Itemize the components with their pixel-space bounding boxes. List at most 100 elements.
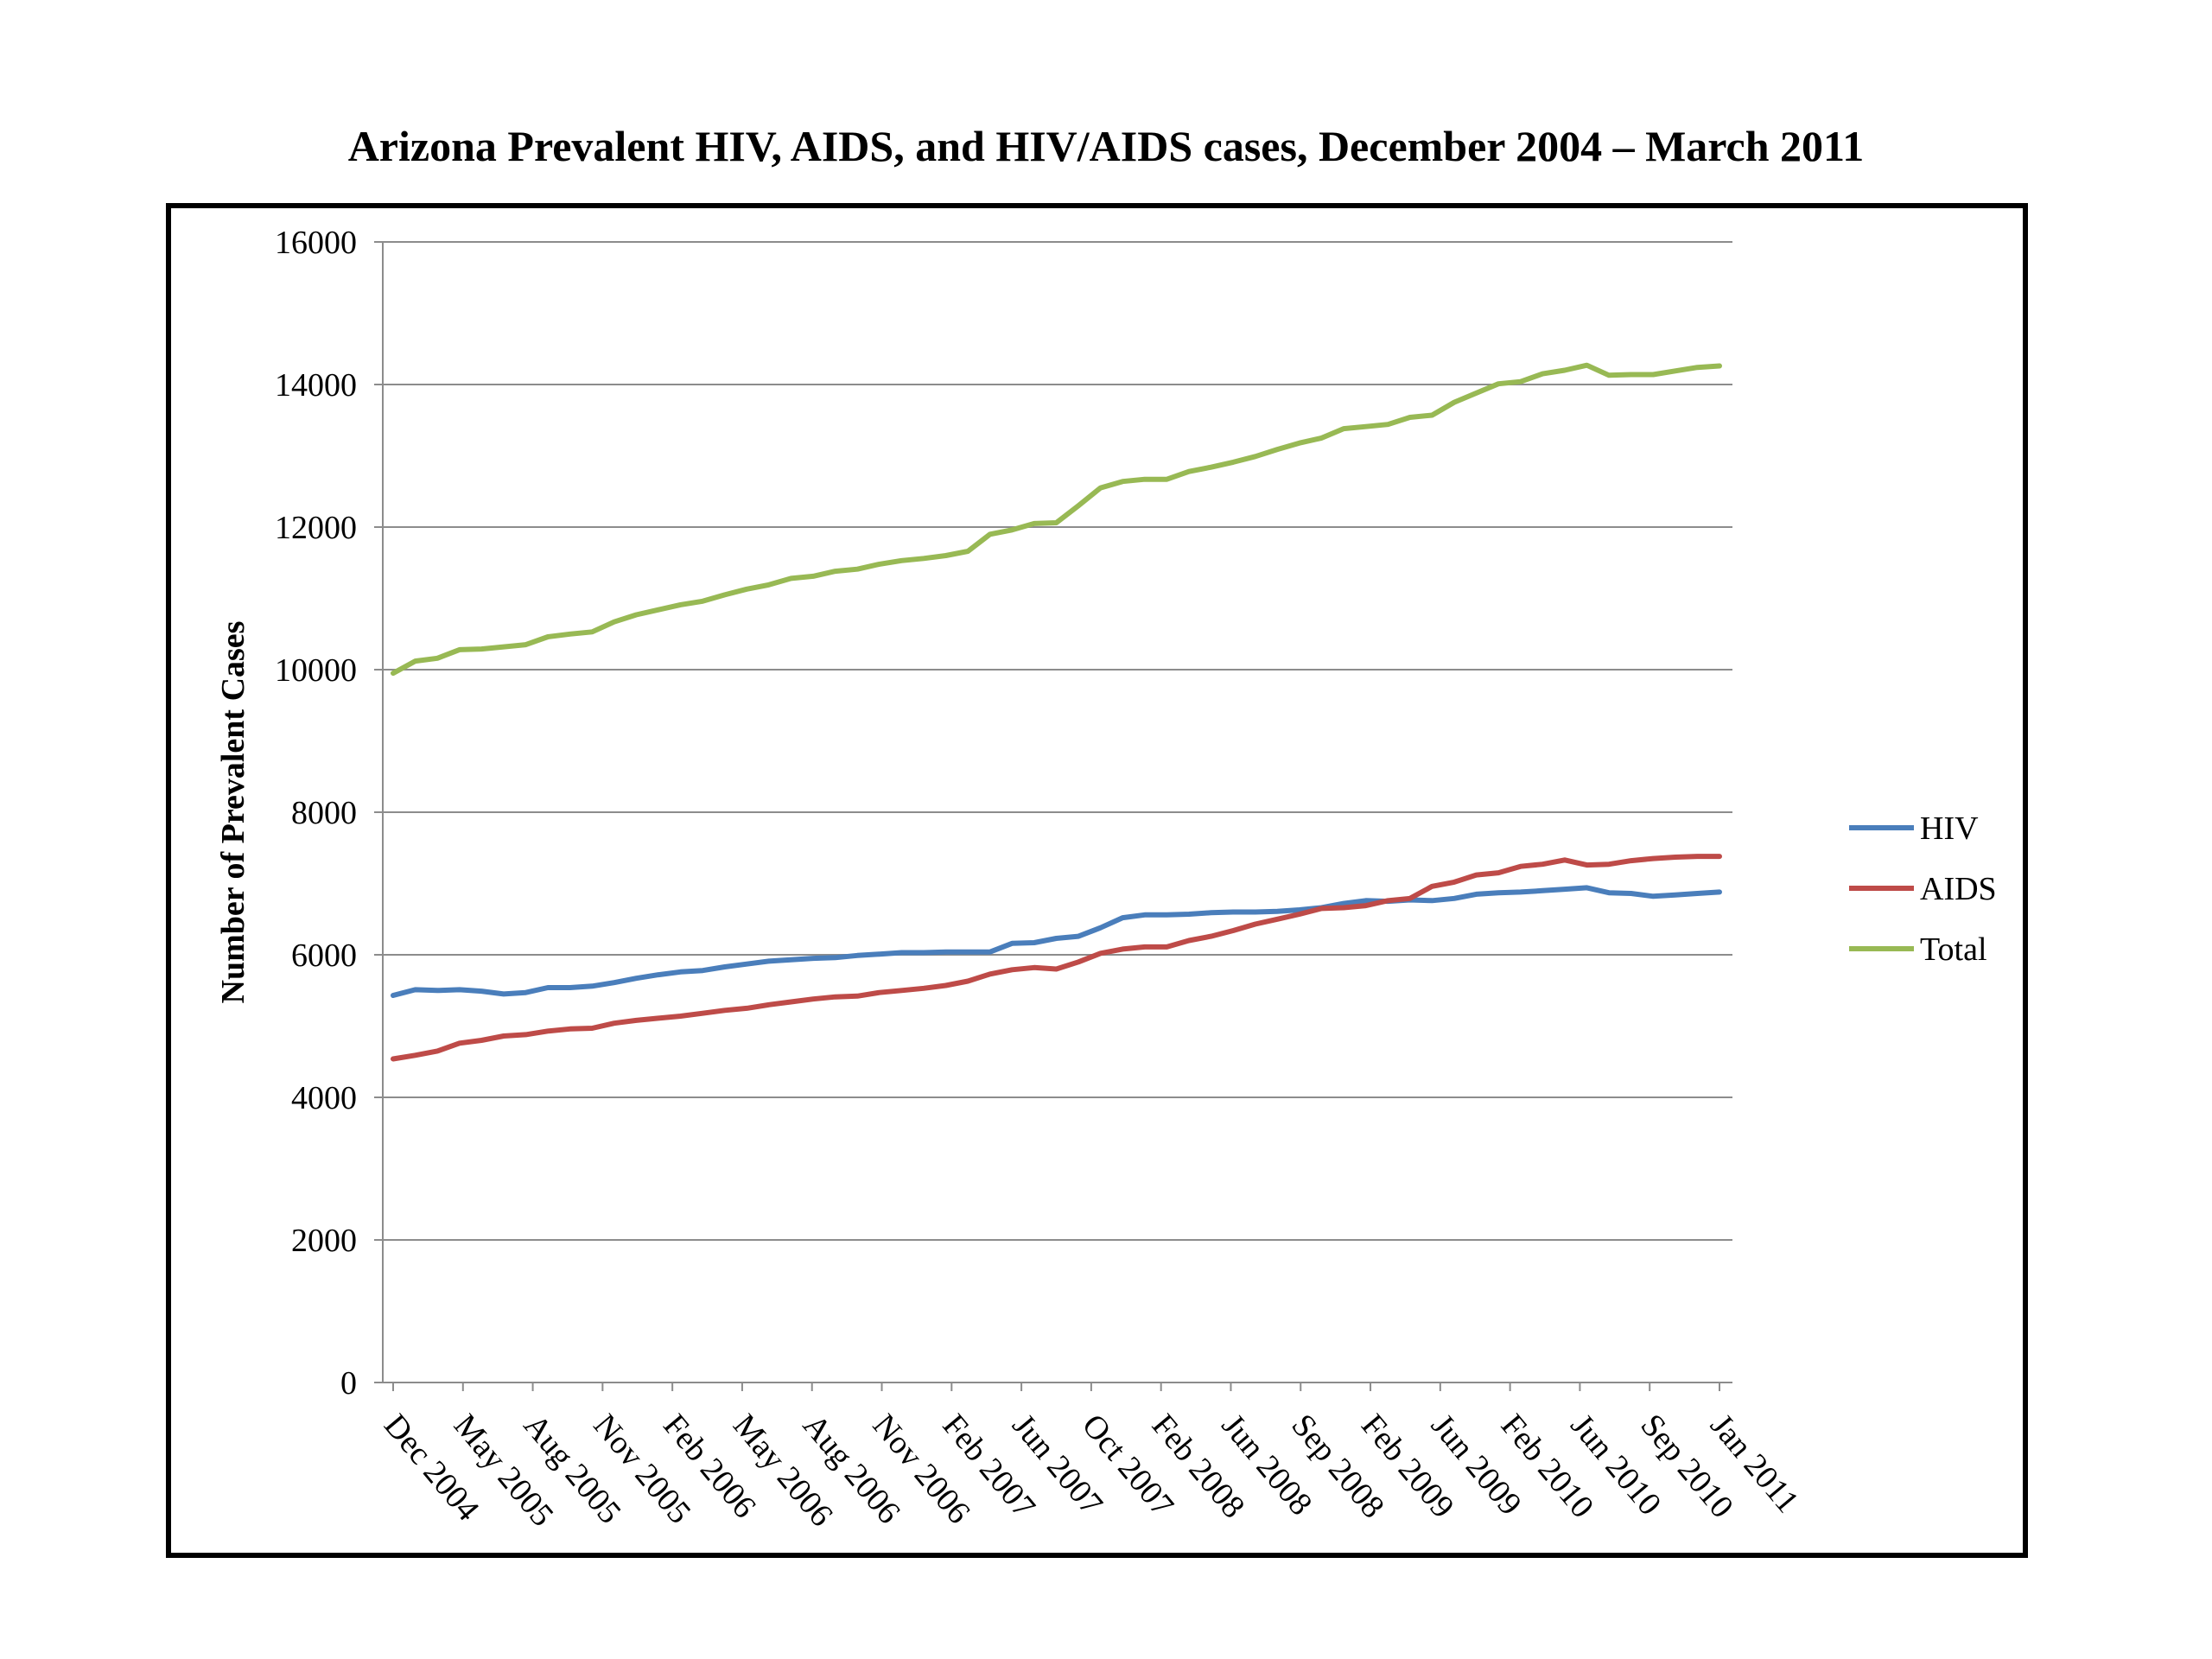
data-point-total xyxy=(1431,415,1433,416)
data-point-total xyxy=(658,609,659,611)
data-point-aids xyxy=(945,985,947,986)
data-point-aids xyxy=(1608,863,1610,865)
data-point-aids xyxy=(415,1054,416,1056)
data-point-aids xyxy=(525,1033,526,1035)
data-point-aids xyxy=(967,981,969,982)
data-point-hiv xyxy=(1144,914,1146,916)
data-point-hiv xyxy=(724,966,726,968)
chart-frame xyxy=(166,203,2028,1558)
data-point-hiv xyxy=(1056,938,1057,939)
data-point-aids xyxy=(1321,907,1322,909)
data-point-total xyxy=(1520,381,1522,383)
data-point-total xyxy=(1321,437,1322,439)
data-point-hiv xyxy=(613,982,615,983)
data-point-hiv xyxy=(680,971,682,973)
data-point-aids xyxy=(1144,946,1146,948)
data-point-total xyxy=(724,594,726,595)
data-point-total xyxy=(1276,448,1278,450)
y-tick-label: 14000 xyxy=(275,367,357,404)
data-point-aids xyxy=(547,1030,549,1032)
y-tick-label: 6000 xyxy=(291,938,357,974)
data-point-aids xyxy=(1387,899,1389,901)
data-point-hiv xyxy=(436,989,438,991)
y-tick-label: 4000 xyxy=(291,1080,357,1116)
data-point-aids xyxy=(856,995,858,997)
data-point-total xyxy=(415,660,416,662)
data-point-hiv xyxy=(702,969,703,971)
data-point-hiv xyxy=(879,953,880,955)
data-point-total xyxy=(989,533,991,535)
data-point-hiv xyxy=(1033,942,1035,944)
data-point-hiv xyxy=(459,988,461,990)
data-point-total xyxy=(1541,373,1543,375)
data-point-total xyxy=(879,563,880,565)
data-point-hiv xyxy=(1586,887,1587,888)
data-point-aids xyxy=(1453,881,1455,883)
data-point-aids xyxy=(503,1035,505,1037)
data-point-hiv xyxy=(1276,911,1278,912)
data-point-aids xyxy=(879,992,880,994)
data-point-hiv xyxy=(635,977,637,979)
data-point-hiv xyxy=(812,957,814,959)
data-point-hiv xyxy=(415,988,416,990)
series-line-hiv xyxy=(391,885,1722,998)
data-point-hiv xyxy=(1696,893,1698,894)
data-point-total xyxy=(900,560,902,562)
data-point-aids xyxy=(1011,969,1013,970)
data-point-aids xyxy=(613,1022,615,1024)
data-point-aids xyxy=(1652,858,1654,860)
y-tick-label: 16000 xyxy=(275,225,357,261)
data-point-hiv xyxy=(1630,893,1632,894)
data-point-aids xyxy=(436,1050,438,1052)
data-point-hiv xyxy=(392,995,394,996)
series-lines xyxy=(391,362,1722,1062)
data-point-total xyxy=(1033,523,1035,524)
data-point-aids xyxy=(1166,946,1167,948)
data-point-hiv xyxy=(967,951,969,953)
data-point-hiv xyxy=(503,993,505,995)
data-point-total xyxy=(1652,374,1654,375)
data-point-total xyxy=(812,575,814,577)
data-point-aids xyxy=(1497,872,1499,874)
data-point-aids xyxy=(702,1013,703,1014)
data-point-hiv xyxy=(835,957,836,958)
data-point-aids xyxy=(1188,940,1190,941)
data-point-aids xyxy=(1276,918,1278,920)
data-point-hiv xyxy=(1564,888,1566,890)
data-point-hiv xyxy=(768,960,770,962)
data-point-total xyxy=(1409,416,1411,418)
data-point-hiv xyxy=(1652,895,1654,897)
data-point-hiv xyxy=(923,952,925,953)
data-point-total xyxy=(1232,461,1234,463)
data-point-hiv xyxy=(591,985,593,987)
y-tick-label: 12000 xyxy=(275,510,357,546)
data-point-total xyxy=(1166,479,1167,480)
data-point-total xyxy=(1497,383,1499,385)
data-point-aids xyxy=(1409,898,1411,899)
data-point-hiv xyxy=(1476,893,1478,895)
data-point-hiv xyxy=(1299,909,1300,911)
y-tick-label: 2000 xyxy=(291,1223,357,1259)
data-point-aids xyxy=(459,1042,461,1044)
data-point-hiv xyxy=(1188,913,1190,915)
y-tick-labels: 0 2000 4000 6000 8000 10000 12000 14000 16000 xyxy=(275,225,357,1402)
data-point-hiv xyxy=(658,974,659,976)
y-tick-label: 10000 xyxy=(275,652,357,689)
data-point-hiv xyxy=(1365,899,1367,901)
data-point-hiv xyxy=(1011,943,1013,944)
data-point-total xyxy=(1630,374,1632,375)
legend-label-total: Total xyxy=(1920,931,1987,968)
data-point-hiv xyxy=(525,992,526,994)
data-point-total xyxy=(1188,471,1190,473)
data-point-total xyxy=(1387,423,1389,425)
data-point-aids xyxy=(900,989,902,991)
data-point-total xyxy=(503,646,505,648)
data-point-hiv xyxy=(1431,899,1433,901)
data-point-hiv xyxy=(1520,891,1522,893)
y-tick-label: 8000 xyxy=(291,795,357,831)
data-point-aids xyxy=(1541,863,1543,865)
data-point-aids xyxy=(1122,948,1123,950)
data-point-aids xyxy=(1564,859,1566,861)
data-point-hiv xyxy=(945,951,947,953)
data-point-aids xyxy=(569,1028,571,1030)
